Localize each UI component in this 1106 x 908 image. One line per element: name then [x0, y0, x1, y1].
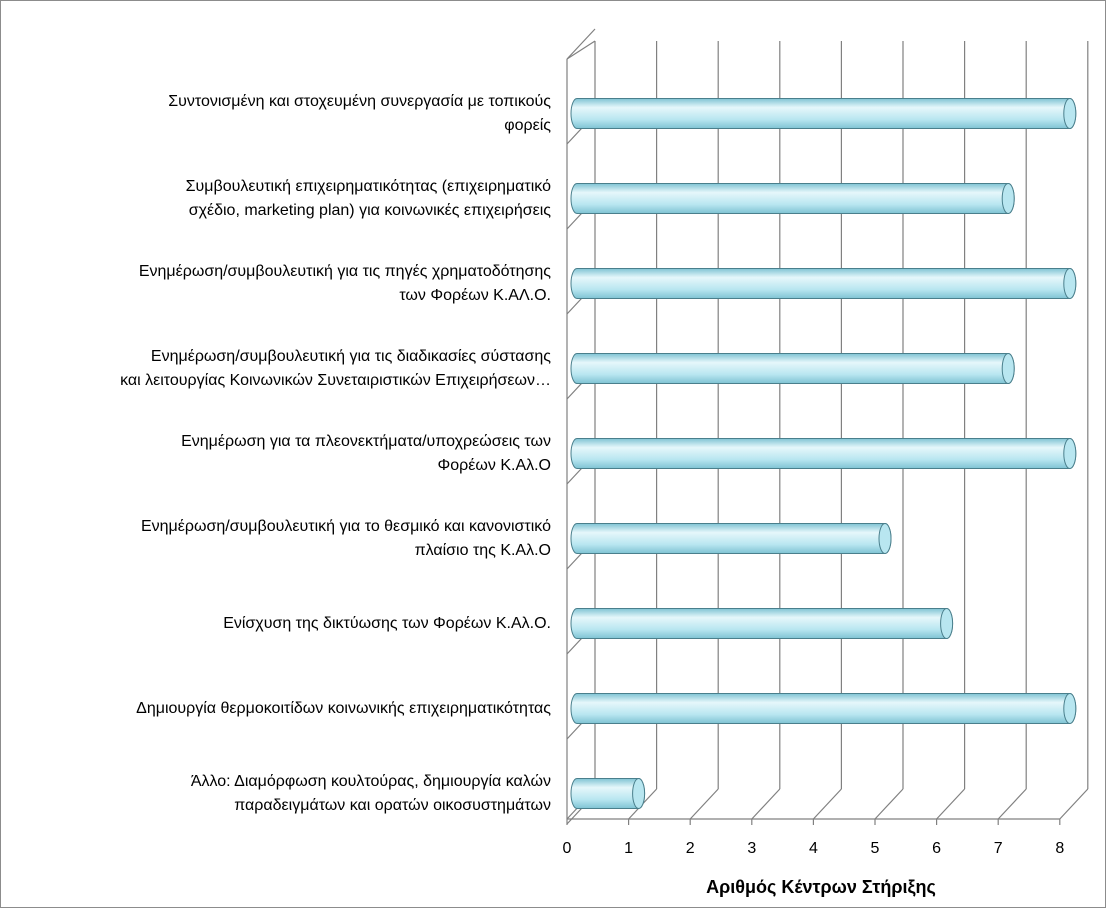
bar: [570, 183, 1015, 214]
bar-body: [570, 608, 954, 639]
bar: [570, 353, 1015, 384]
bar-body: [570, 693, 1077, 724]
category-label-line: παραδειγμάτων και ορατών οικοσυστημάτων: [234, 796, 551, 814]
category-label: Ενίσχυση της δικτύωσης των Φορέων Κ.Αλ.Ο…: [6, 612, 551, 636]
category-label-line: των Φορέων Κ.ΑΛ.Ο.: [399, 286, 551, 304]
bar-cap: [632, 778, 646, 809]
category-label: Άλλο: Διαμόρφωση κουλτούρας, δημιουργία …: [6, 770, 551, 818]
category-label-line: Ενημέρωση/συμβουλευτική για το θεσμικό κ…: [140, 517, 551, 535]
category-label-line: Ενημέρωση για τα πλεονεκτήματα/υποχρεώσε…: [181, 432, 551, 450]
floor-gridline: [874, 788, 904, 820]
bar-cap: [878, 523, 892, 554]
bar: [570, 438, 1077, 469]
bars: [570, 98, 1077, 809]
category-label-line: και λειτουργίας Κοινωνικών Συνεταιριστικ…: [120, 371, 551, 389]
category-label-line: Άλλο: Διαμόρφωση κουλτούρας, δημιουργία …: [190, 772, 551, 790]
x-tick-label: 4: [809, 840, 818, 857]
bar-cap: [1001, 183, 1015, 214]
floor-gridline: [689, 788, 719, 820]
x-tick-label: 3: [747, 840, 756, 857]
category-label: Ενημέρωση/συμβουλευτική για τις πηγές χρ…: [6, 260, 551, 308]
x-tick-label: 1: [624, 840, 633, 857]
floor-gridline: [936, 788, 966, 820]
category-label-line: Συντονισμένη και στοχευμένη συνεργασία μ…: [168, 92, 551, 110]
floor-gridline: [751, 788, 781, 820]
wall-divider: [566, 28, 596, 60]
floor-gridline: [1059, 788, 1089, 820]
bar-cap: [1063, 98, 1077, 129]
bar-body: [570, 98, 1077, 129]
wall-edge: [566, 40, 596, 60]
bar: [570, 608, 954, 639]
x-tick-label: 2: [686, 840, 695, 857]
category-label: Ενημέρωση για τα πλεονεκτήματα/υποχρεώσε…: [6, 430, 551, 478]
floor-gridline: [997, 788, 1027, 820]
category-label-line: φορείς: [504, 116, 551, 134]
floor-gridline: [812, 788, 842, 820]
category-label: Ενημέρωση/συμβουλευτική για το θεσμικό κ…: [6, 515, 551, 563]
bar-cap: [1063, 268, 1077, 299]
category-label-line: Συμβουλευτική επιχειρηματικότητας (επιχε…: [185, 177, 551, 195]
category-label-line: Δημιουργία θερμοκοιτίδων κοινωνικής επιχ…: [136, 699, 551, 717]
bar-cap: [940, 608, 954, 639]
bar-body: [570, 523, 892, 554]
bar-cap: [1063, 438, 1077, 469]
bar-body: [570, 183, 1015, 214]
category-label: Συντονισμένη και στοχευμένη συνεργασία μ…: [6, 90, 551, 138]
bar-cap: [1001, 353, 1015, 384]
bar-body: [570, 268, 1077, 299]
category-label-line: Ενημέρωση/συμβουλευτική για τις διαδικασ…: [150, 347, 551, 365]
category-label-line: Φορέων Κ.Αλ.Ο: [437, 456, 551, 474]
bar-body: [570, 438, 1077, 469]
bar: [570, 523, 892, 554]
category-label-line: πλαίσιο της Κ.Αλ.Ο: [414, 541, 551, 559]
bar: [570, 268, 1077, 299]
category-label: Δημιουργία θερμοκοιτίδων κοινωνικής επιχ…: [6, 697, 551, 721]
bar: [570, 98, 1077, 129]
x-tick-label: 8: [1055, 840, 1064, 857]
bar-body: [570, 353, 1015, 384]
category-label-line: Ενημέρωση/συμβουλευτική για τις πηγές χρ…: [138, 262, 551, 280]
x-tick-label: 6: [932, 840, 941, 857]
bar: [570, 778, 646, 809]
bar-cap: [1063, 693, 1077, 724]
category-label-line: Ενίσχυση της δικτύωσης των Φορέων Κ.Αλ.Ο…: [223, 614, 551, 632]
category-label: Ενημέρωση/συμβουλευτική για τις διαδικασ…: [6, 345, 551, 393]
x-axis-label: Αριθμός Κέντρων Στήριξης: [706, 877, 936, 897]
category-label: Συμβουλευτική επιχειρηματικότητας (επιχε…: [6, 175, 551, 223]
x-tick-label: 7: [994, 840, 1003, 857]
category-label-line: σχέδιο, marketing plan) για κοινωνικές ε…: [188, 201, 551, 219]
x-tick-label: 0: [563, 840, 572, 857]
bar: [570, 693, 1077, 724]
x-tick-labels: 0 1 2 3 4 5 6 7 8: [563, 840, 1065, 857]
x-tick-label: 5: [871, 840, 880, 857]
